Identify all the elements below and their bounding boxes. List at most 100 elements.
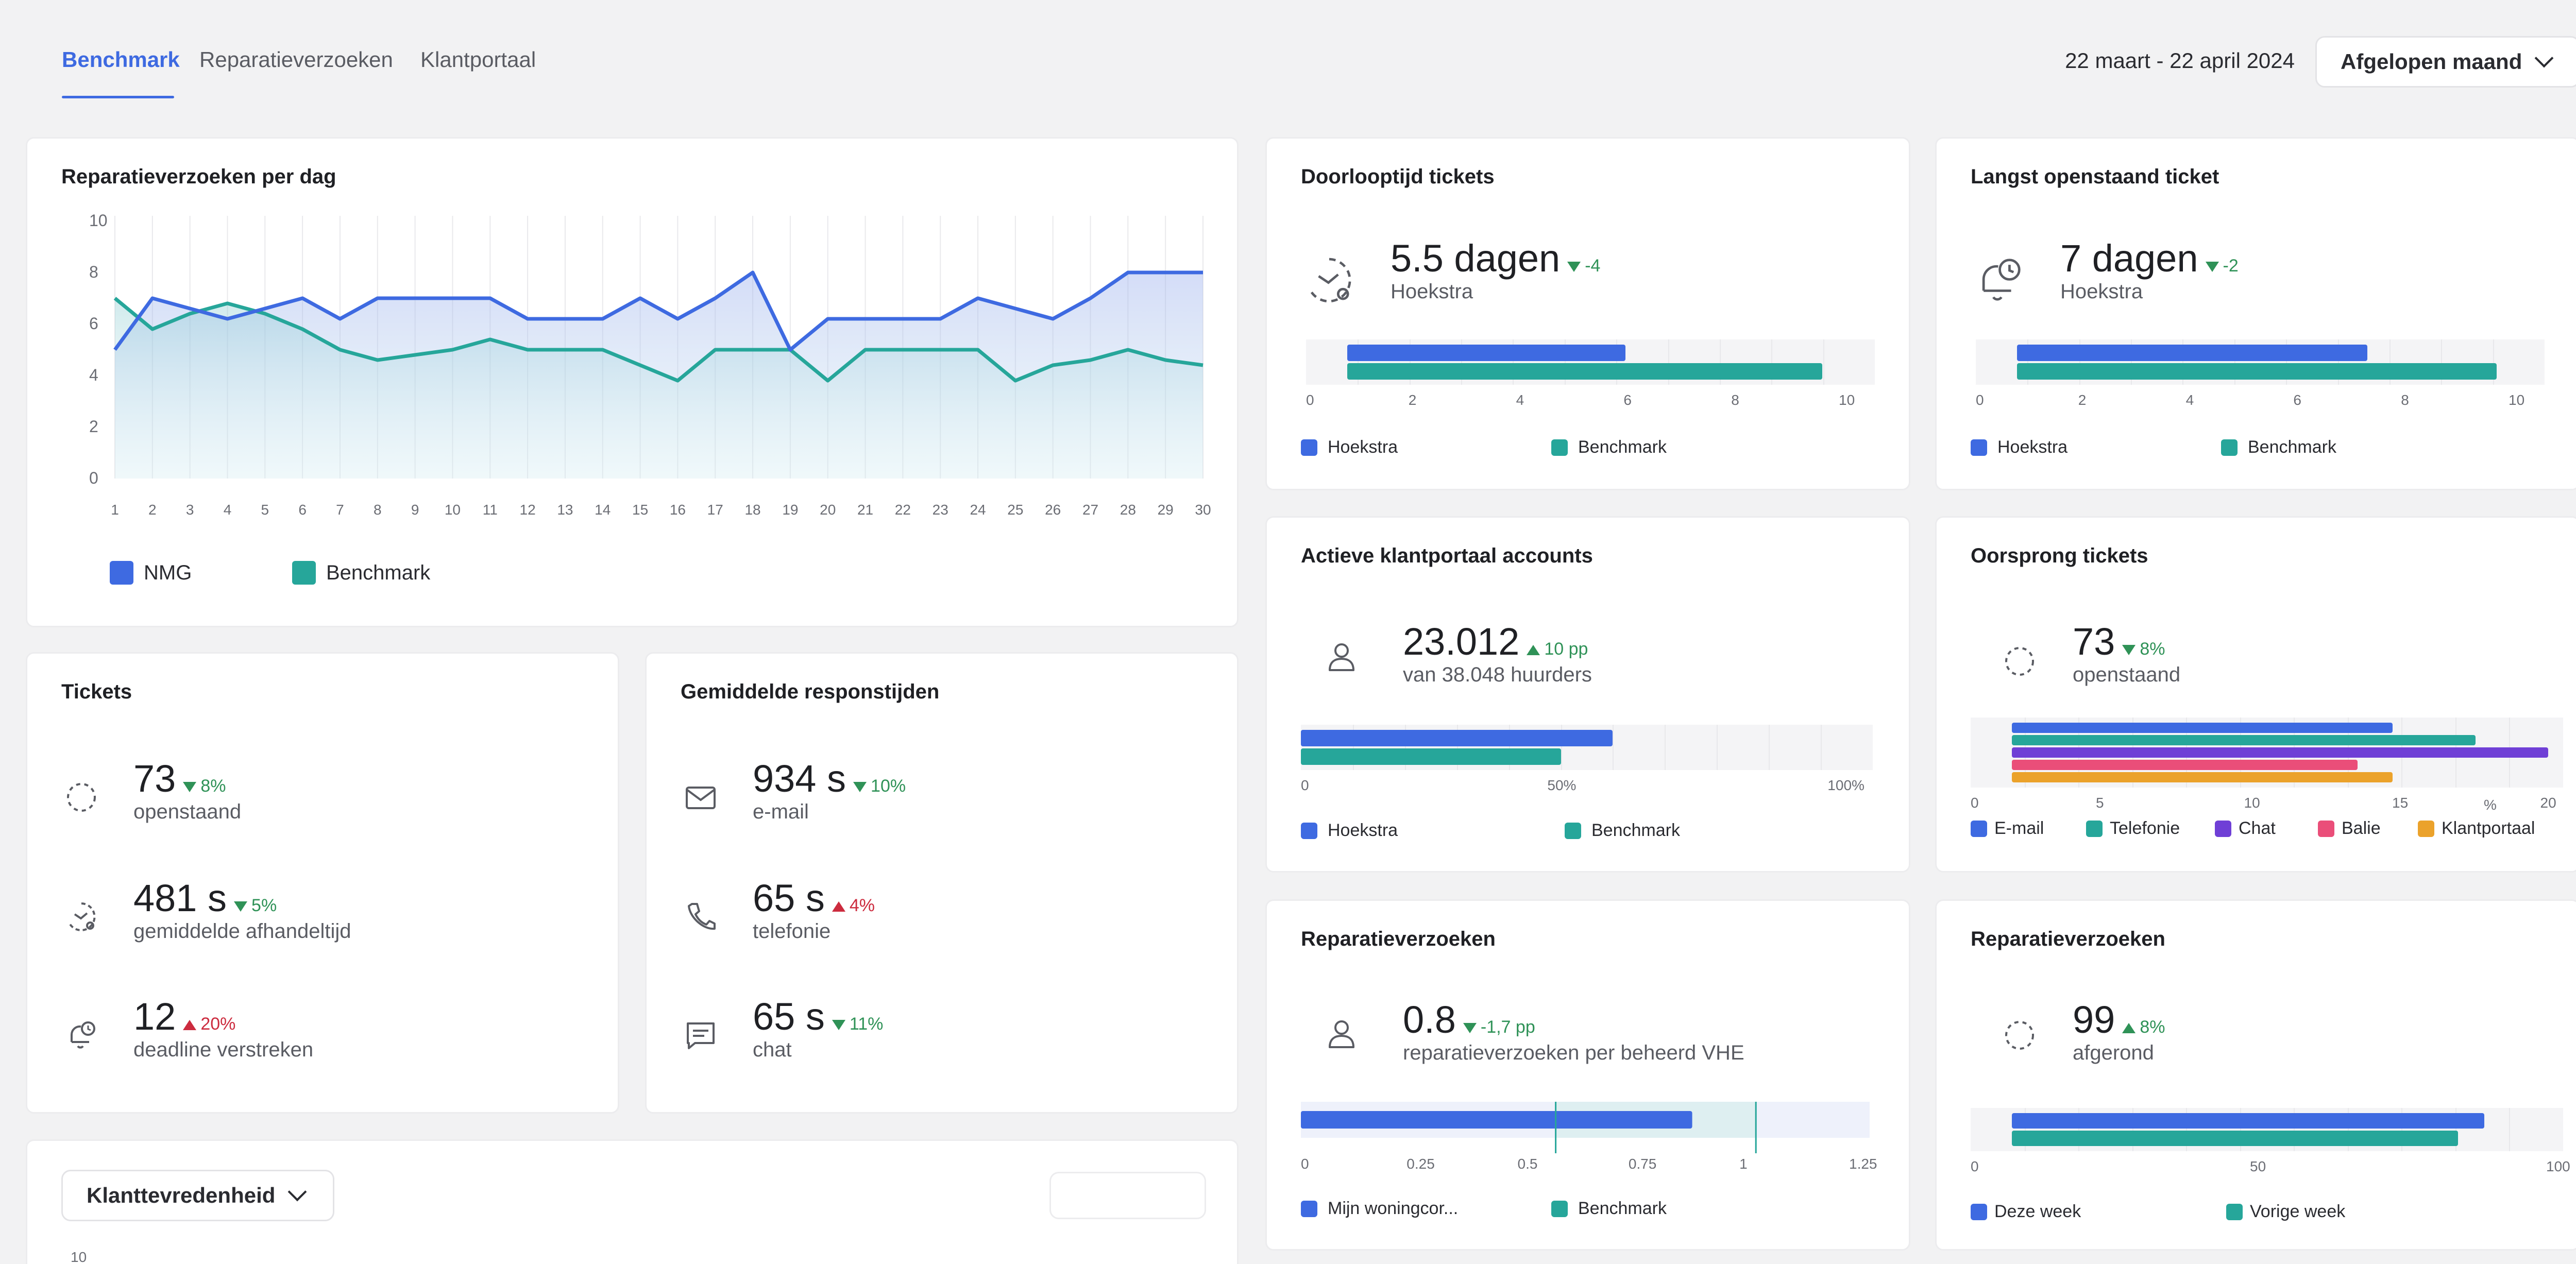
metric-label: telefonie <box>753 920 831 943</box>
x-tick-label: 10 <box>2244 795 2260 811</box>
delta-badge: 5% <box>234 896 277 915</box>
metric-label: openstaand <box>2073 663 2181 686</box>
legend-benchmark: Benchmark <box>2221 437 2336 457</box>
metric-phone: 65 s 4% telefonie <box>753 876 875 943</box>
x-tick-label: 1 <box>1739 1156 1748 1169</box>
portal-accounts-card: Actieve klantportaal accounts 23.012 10 p… <box>1265 516 1910 873</box>
x-tick-label: 100 <box>2546 1158 2570 1174</box>
metric-value: 5.5 dagen <box>1391 237 1561 280</box>
legend-hoekstra: Hoekstra <box>1971 437 2067 457</box>
period-select-label: Afgelopen maand <box>2341 49 2522 74</box>
delta-badge: 10% <box>853 776 906 796</box>
delta-badge: 4% <box>832 896 875 915</box>
metric-label: openstaand <box>133 800 242 823</box>
tab-klantportaal[interactable]: Klantportaal <box>420 47 536 72</box>
metric-lead-time: 5.5 dagen -4 Hoekstra <box>1391 236 1600 303</box>
gridline <box>1358 339 1359 385</box>
bar-vorige-week <box>2012 1131 2459 1146</box>
metric-label: gemiddelde afhandeltijd <box>133 920 351 943</box>
metric-value: 23.012 <box>1403 620 1520 663</box>
x-tick-label: 8 <box>374 502 382 518</box>
x-tick-label: 25 <box>1007 502 1023 518</box>
card-title: Doorlooptijd tickets <box>1301 165 1495 188</box>
y-tick-label: 10 <box>71 1249 87 1264</box>
metric-label: e-mail <box>753 800 809 823</box>
x-tick-label: 10 <box>445 502 461 518</box>
metric-label: chat <box>753 1038 792 1061</box>
x-tick-label: 50 <box>2250 1158 2266 1174</box>
card-title: Tickets <box>61 680 132 703</box>
satisfaction-select-label: Klanttevredenheid <box>87 1183 276 1207</box>
gridline <box>1613 725 1614 770</box>
card-title: Langst openstaand ticket <box>1971 165 2219 188</box>
user-icon <box>1329 643 1354 671</box>
chevron-down-icon <box>288 1182 307 1202</box>
metric-label: Hoekstra <box>1391 280 1473 303</box>
y-tick-label: 10 <box>89 211 108 230</box>
x-tick-label: 0 <box>1306 392 1314 408</box>
gridline <box>1457 725 1458 770</box>
gridline <box>1771 339 1772 385</box>
series-area-benchmark <box>115 298 1203 479</box>
legend-benchmark: Benchmark <box>1551 437 1667 457</box>
longest-open-bar-chart: 0 2 4 6 8 10 <box>1976 339 2545 408</box>
legend-benchmark: Benchmark <box>1565 821 1680 841</box>
metric-repair-done: 99 8% afgerond <box>2073 998 2165 1065</box>
metric-open: 73 8% openstaand <box>133 757 241 824</box>
legend-swatch <box>110 561 133 585</box>
metric-value: 65 s <box>753 995 825 1038</box>
bar-e-mail <box>2012 723 2393 733</box>
x-tick-label: 14 <box>595 502 611 518</box>
x-tick-label: 12 <box>520 502 536 518</box>
x-tick-label: 23 <box>933 502 948 518</box>
legend-swatch <box>292 561 316 585</box>
satisfaction-select[interactable]: Klanttevredenheid <box>61 1170 334 1221</box>
gridline <box>2078 1108 2079 1151</box>
x-tick-label: 18 <box>744 502 760 518</box>
legend-mijn-woningcorporatie: Mijn woningcor... <box>1301 1199 1458 1219</box>
x-tick-label: 50% <box>1547 777 1577 793</box>
x-tick-label: 4 <box>224 502 232 518</box>
legend-hoekstra: Hoekstra <box>1301 821 1398 841</box>
gridline <box>2240 1108 2241 1151</box>
gridline <box>2348 1108 2349 1151</box>
x-tick-label: 26 <box>1045 502 1061 518</box>
metric-email: 934 s 10% e-mail <box>753 757 906 824</box>
bar-benchmark <box>2017 363 2497 380</box>
x-tick-label: 6 <box>298 502 307 518</box>
metric-value: 0.8 <box>1403 998 1456 1041</box>
tab-benchmark[interactable]: Benchmark <box>62 47 180 72</box>
gridline <box>2389 339 2391 385</box>
tab-reparatieverzoeken[interactable]: Reparatieverzoeken <box>199 47 393 72</box>
metric-chat: 65 s 11% chat <box>753 995 883 1062</box>
metric-label: deadline verstreken <box>133 1038 314 1061</box>
legend-deze-week: Deze week <box>1971 1202 2081 1222</box>
bar-hoekstra <box>1301 730 1613 746</box>
x-tick-label: 1 <box>111 502 119 518</box>
x-tick-label: 4 <box>2185 392 2194 408</box>
period-select[interactable]: Afgelopen maand <box>2315 36 2576 88</box>
gridline <box>2182 339 2183 385</box>
gridline <box>1565 339 1566 385</box>
satisfaction-toolbar-button[interactable] <box>1049 1172 1206 1219</box>
metric-value: 65 s <box>753 877 825 919</box>
x-tick-label: 4 <box>1516 392 1524 408</box>
legend-benchmark: Benchmark <box>292 561 430 585</box>
gridline <box>1561 725 1562 770</box>
bar-klantportaal <box>2012 772 2393 782</box>
legend-chat: Chat <box>2215 818 2276 839</box>
gridline <box>1668 339 1669 385</box>
delta-badge: 10 pp <box>1527 639 1588 659</box>
gridline <box>1821 725 1822 770</box>
gridline <box>2234 339 2235 385</box>
delta-badge: -2 <box>2205 256 2239 276</box>
x-tick-label: 3 <box>186 502 194 518</box>
gridline <box>1513 339 1514 385</box>
y-tick-label: 4 <box>89 366 98 384</box>
gridline <box>2493 339 2494 385</box>
timer-icon <box>69 902 96 931</box>
gridline <box>2132 1108 2133 1151</box>
delta-badge: -4 <box>1567 256 1600 276</box>
repair-done-card: Reparatieverzoeken 99 8% afgerond 0 50 100 … <box>1935 899 2576 1251</box>
